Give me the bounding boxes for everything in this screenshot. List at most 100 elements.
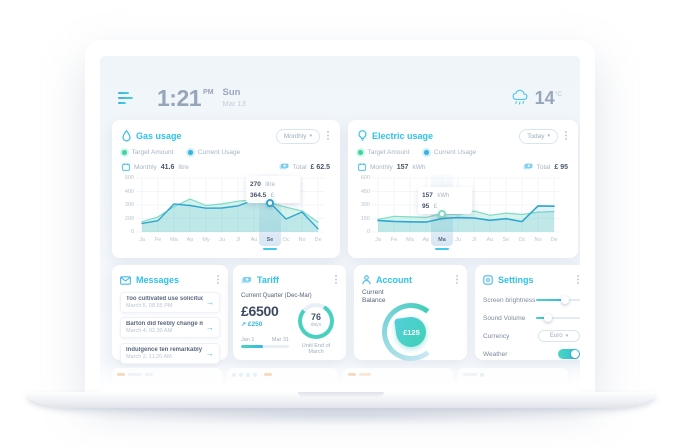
messages-card: Messages Too cultivated use solicitude M… (112, 265, 228, 364)
electric-summary-period: Monthly (370, 163, 393, 171)
messages-menu-button[interactable] (217, 275, 220, 285)
laptop-base (27, 392, 655, 408)
arrow-right-icon[interactable]: → (206, 323, 214, 332)
weather-toggle[interactable] (558, 349, 580, 359)
volume-knob[interactable] (544, 314, 553, 322)
electric-period-dropdown[interactable]: Today ▾ (519, 128, 558, 144)
gas-total-value: £ 62.5 (310, 163, 330, 171)
cash-icon (279, 163, 289, 170)
currency-dropdown[interactable]: Euro ▾ (538, 330, 580, 342)
brightness-slider[interactable] (536, 296, 580, 305)
settings-menu-button[interactable] (577, 275, 580, 285)
current-usage-label: Current Usage (197, 149, 241, 156)
time-value: 1:21 (157, 85, 202, 111)
gas-usage-card: Gas usage Monthly ▾ Target Amount Current… (112, 120, 340, 258)
gas-summary-unit: litre (178, 163, 189, 171)
message-title: Indulgence ten remarkably (126, 346, 203, 353)
balance-gauge: £125 (381, 303, 440, 361)
hamburger-menu-icon[interactable] (118, 91, 133, 105)
time-meridiem: PM (203, 89, 214, 96)
days-label: days (310, 322, 322, 328)
brightness-knob[interactable] (560, 296, 569, 304)
dashboard-screen: 1:21 PM Sun Mar 13 14 °C (100, 56, 580, 392)
tariff-title: Tariff (257, 275, 279, 285)
message-item[interactable]: Too cultivated use solicitude March 5, 0… (120, 291, 220, 313)
envelope-icon (120, 275, 131, 285)
message-item[interactable]: Indulgence ten remarkably March 2, 11.20… (120, 342, 220, 364)
target-amount-dot (358, 150, 363, 155)
tariff-menu-button[interactable] (335, 275, 338, 285)
target-amount-label: Target Amount (131, 149, 174, 156)
current-balance-label: Current Balance (362, 289, 386, 304)
tariff-cash-icon (241, 276, 251, 283)
electric-summary-value: 157 (396, 163, 409, 171)
gas-period-value: Monthly (283, 132, 307, 140)
gas-menu-button[interactable] (327, 131, 330, 141)
date-label: Mar 13 (222, 99, 246, 108)
account-menu-button[interactable] (456, 275, 459, 285)
settings-card: Settings Screen brightness Sound Volume … (475, 265, 580, 360)
electric-usage-title: Electric usage (372, 131, 434, 141)
account-card: Account Current Balance £125 (354, 265, 467, 361)
days-remaining-donut: 76 days (298, 303, 334, 339)
days-number: 76 (310, 312, 321, 322)
current-usage-dot (424, 150, 429, 155)
tariff-progress-bar (241, 345, 289, 348)
balance-blob: £125 (393, 315, 428, 349)
arrow-right-icon[interactable]: → (206, 297, 214, 307)
electric-summary-unit: kWh (412, 163, 426, 171)
clock: 1:21 PM Sun Mar 13 (157, 86, 246, 110)
current-usage-dot (188, 150, 193, 155)
messages-title: Messages (136, 275, 180, 285)
chevron-down-icon: ▾ (565, 333, 569, 339)
weather-widget: 14 °C (510, 87, 562, 108)
person-icon (362, 275, 371, 285)
tariff-amount: £6500 (241, 303, 279, 319)
brightness-label: Screen brightness (483, 296, 536, 304)
account-title: Account (376, 275, 412, 285)
electric-menu-button[interactable] (565, 131, 568, 141)
electric-usage-chart[interactable]: 0 150 300 450 600 Ja Fe Ma Ap Ma Ju Jl Au Se Oc No De 157… (348, 174, 578, 254)
laptop-shadow (55, 404, 627, 426)
rain-cloud-icon (512, 89, 528, 105)
tariff-range-end: Mar 31 (271, 337, 289, 343)
tariff-until-label: Until End of March (301, 343, 331, 355)
settings-title: Settings (498, 275, 534, 285)
electric-period-value: Today (527, 132, 545, 140)
electric-usage-card: Electric usage Today ▾ Target Amount Curr… (348, 120, 578, 258)
message-title: Barton did feebly change man (126, 321, 203, 327)
target-amount-dot (122, 150, 127, 155)
gas-total-label: Total (292, 163, 307, 171)
balance-value: £125 (402, 327, 419, 337)
target-amount-label: Target Amount (367, 149, 410, 156)
tariff-quarter-label: Current Quarter (Dec-Mar) (241, 293, 312, 299)
gas-period-dropdown[interactable]: Monthly ▾ (275, 128, 320, 144)
gas-drop-icon (122, 130, 131, 142)
gas-summary-row: Monthly 41.6 litre Total £ 62.5 (112, 163, 340, 171)
volume-slider[interactable] (536, 314, 580, 323)
lightbulb-icon (358, 130, 367, 141)
gas-usage-chart[interactable]: 0 200 300 400 500 Ja Fe Ma Ap My Ju Jl Au Se Oc No De 270… (112, 174, 340, 254)
gas-usage-title: Gas usage (136, 131, 182, 141)
chevron-down-icon: ▾ (309, 133, 312, 139)
calendar-icon (122, 163, 130, 171)
trend-up-icon: ↗ (241, 322, 247, 328)
bottom-fade (100, 362, 580, 392)
message-item[interactable]: Barton did feebly change man March 4, 02… (120, 317, 220, 338)
currency-label: Currency (483, 332, 510, 340)
currency-value: Euro (549, 333, 563, 339)
weather-label: Weather (483, 350, 508, 358)
electric-total-label: Total (536, 163, 551, 171)
settings-icon (483, 275, 493, 285)
gas-summary-period: Monthly (134, 163, 157, 171)
temperature-value: 14 (534, 87, 555, 108)
tariff-delta: £250 (247, 321, 263, 328)
arrow-right-icon[interactable]: → (206, 348, 214, 358)
tariff-range-start: Jan 1 (241, 337, 255, 343)
message-title: Too cultivated use solicitude (126, 295, 203, 302)
volume-label: Sound Volume (483, 314, 526, 322)
gas-summary-value: 41.6 (160, 163, 175, 171)
electric-legend: Target Amount Current Usage (348, 149, 578, 156)
current-usage-label: Current Usage (433, 149, 477, 156)
